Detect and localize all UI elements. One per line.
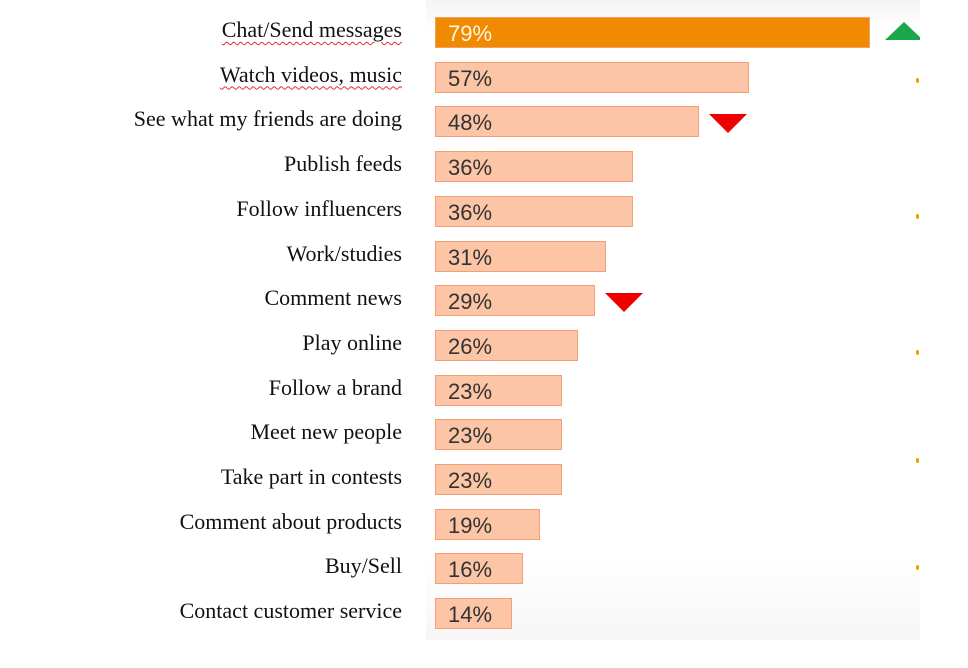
category-label: Follow influencers: [236, 195, 402, 221]
bar: 36%: [435, 151, 633, 183]
bar: 36%: [435, 195, 633, 227]
bar: 23%: [435, 374, 562, 406]
data-label: 57%: [448, 65, 493, 91]
data-label: 48%: [448, 110, 493, 136]
bar: 29%: [435, 285, 595, 317]
data-label: 23%: [448, 468, 493, 493]
trend-up-icon: [884, 22, 923, 40]
category-label: Follow a brand: [268, 374, 402, 400]
data-label: 29%: [448, 289, 493, 315]
data-label: 26%: [448, 333, 493, 359]
trend-down-icon: [604, 293, 643, 313]
data-label: 79%: [448, 21, 493, 46]
category-label: Comment about products: [179, 508, 402, 534]
data-label: 14%: [448, 602, 493, 628]
category-label: Work/studies: [286, 240, 402, 266]
bar: 79%: [435, 17, 870, 48]
bar: 19%: [435, 508, 540, 540]
category-label: Buy/Sell: [324, 553, 402, 579]
bar: 23%: [435, 464, 562, 495]
edge-marker: [916, 214, 919, 219]
panel-edge: [920, 0, 968, 668]
bar: 16%: [435, 553, 523, 585]
data-label: 16%: [448, 557, 493, 583]
data-label: 31%: [448, 244, 493, 270]
edge-marker: [916, 565, 919, 570]
data-label: 19%: [448, 512, 493, 538]
category-label: Take part in contests: [220, 464, 402, 489]
edge-marker: [916, 78, 919, 83]
bar: 14%: [435, 598, 512, 630]
bar: 31%: [435, 240, 606, 272]
bar: 48%: [435, 106, 699, 138]
category-label: Comment news: [264, 285, 403, 311]
bar: 26%: [435, 329, 578, 361]
edge-marker: [916, 350, 919, 355]
category-label: See what my friends are doing: [133, 106, 402, 132]
category-label: Meet new people: [250, 419, 403, 445]
category-label: Chat/Send messages: [221, 17, 402, 42]
category-label: Play online: [302, 329, 402, 355]
category-label: Watch videos, music: [219, 61, 402, 87]
chart-panel: [426, 0, 920, 640]
data-label: 36%: [448, 155, 493, 181]
category-label: Publish feeds: [284, 151, 402, 177]
data-label: 23%: [448, 378, 493, 404]
edge-marker: [916, 458, 919, 463]
bar: 23%: [435, 419, 562, 451]
trend-down-icon: [709, 114, 747, 134]
data-label: 36%: [448, 199, 493, 225]
bar: 57%: [435, 61, 749, 93]
data-label: 23%: [448, 423, 493, 449]
category-label: Contact customer service: [179, 598, 402, 624]
